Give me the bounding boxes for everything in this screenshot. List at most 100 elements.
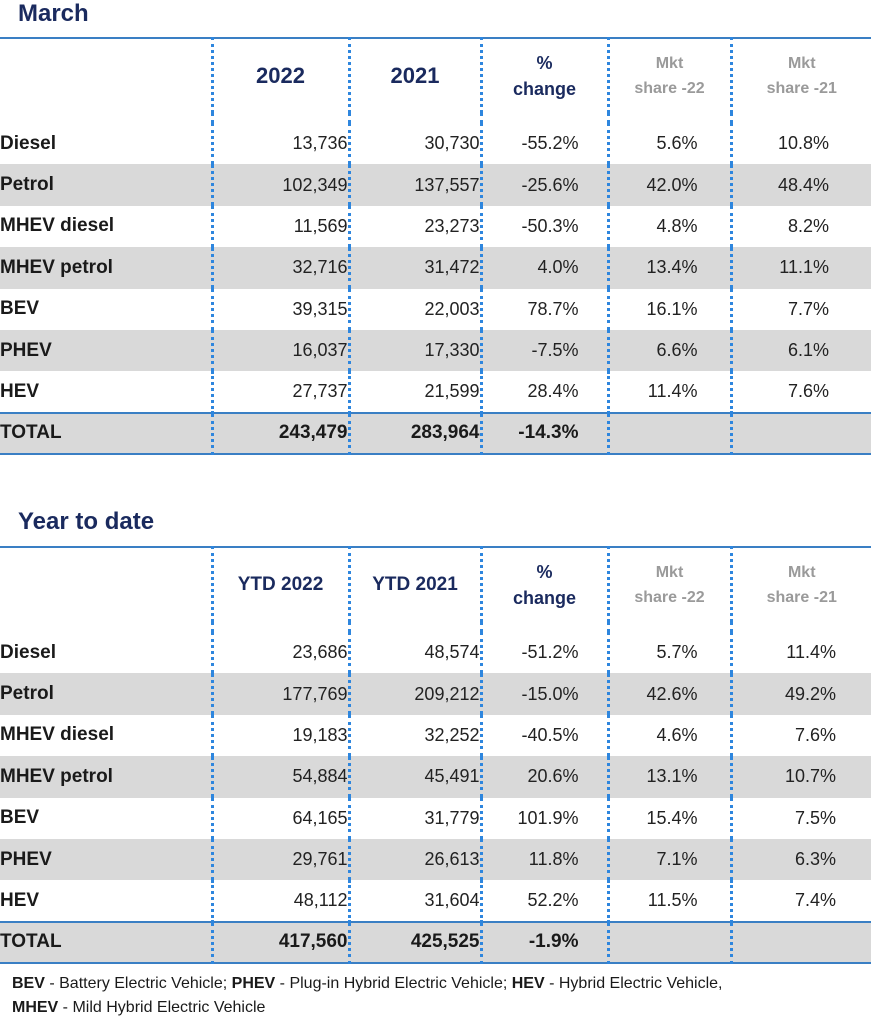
march-table: 2022 2021% change Mkt share -22 Mkt share -21 D… [0,37,871,455]
cell-mkt-share-22: 11.4% [606,371,731,413]
row-label: BEV [0,807,40,829]
spacer-cell [0,622,212,632]
cell-2022: 19,183 [210,714,349,757]
table-row: BEV 64,165 31,779 101.9% 15.4% 7.5% [0,797,871,839]
cell-2022: 32,716 [210,247,349,289]
cell-mkt-share-21: 7.7% [729,288,871,330]
header-pct-line2: change [512,588,577,608]
cell-pct-change: -51.2% [479,632,608,674]
total-mkt-share-22 [606,920,731,964]
cell-2021: 31,779 [347,797,481,839]
cell-mkt-share-21: 48.4% [729,164,871,206]
header-mkt21-line1: Mkt [787,564,816,581]
total-row: TOTAL 243,479 283,964 -14.3% [0,411,871,455]
cell-2022: 11,569 [210,205,349,248]
ytd-table: YTD 2022 YTD 2021% change Mkt share -22 Mkt sh… [0,546,871,964]
cell-mkt-share-22: 13.4% [606,247,731,289]
footnote-phev-def: - Plug-in Hybrid Electric Vehicle; [275,975,512,992]
cell-pct-change: 101.9% [479,797,608,839]
cell-mkt-share-22: 15.4% [606,797,731,839]
row-label: MHEV diesel [0,215,115,237]
cell-mkt-share-21: 7.5% [729,797,871,839]
cell-mkt-share-21: 10.7% [729,756,871,798]
cell-mkt-share-22: 4.8% [606,205,731,248]
cell-2022: 39,315 [210,288,349,330]
cell-2022: 16,037 [210,329,349,372]
cell-pct-change: -7.5% [479,329,608,372]
cell-pct-change: 52.2% [479,880,608,922]
header-mkt22-line1: Mkt [655,564,684,581]
total-2021: 425,525 [347,920,481,964]
footnote-mhev-def: - Mild Hybrid Electric Vehicle [58,999,266,1016]
cell-mkt-share-22: 4.6% [606,714,731,757]
cell-2021: 26,613 [347,838,481,881]
cell-mkt-share-22: 42.6% [606,673,731,715]
cell-mkt-share-22: 5.6% [606,123,731,165]
table-row: BEV 39,315 22,003 78.7% 16.1% 7.7% [0,288,871,330]
cell-pct-change: 28.4% [479,371,608,413]
cell-2022: 48,112 [210,880,349,922]
header-pct-change: % change [479,37,608,113]
header-mkt21-line1: Mkt [787,55,816,72]
header-pct-line1: % [536,53,553,73]
header-year-2022: 2022 [210,37,349,113]
row-label: PHEV [0,329,212,372]
total-row: TOTAL 417,560 425,525 -1.9% [0,920,871,964]
header-mkt-share-21: Mkt share -21 [729,37,871,113]
cell-2021: 209,212 [347,673,481,715]
footnote-hev-abbr: HEV [511,975,545,992]
row-label: Diesel [0,132,56,154]
table-row: Petrol 102,349 137,557 -25.6% 42.0% 48.4% [0,164,871,206]
row-label: Diesel [0,641,56,663]
cell-mkt-share-22: 42.0% [606,164,731,206]
table-row: Diesel 13,736 30,730 -55.2% 5.6% 10.8% [0,123,871,165]
cell-2021: 31,604 [347,880,481,922]
spacer-cell [729,113,871,123]
spacer-cell [347,113,481,123]
cell-2022: 13,736 [210,123,349,165]
row-label: MHEV diesel [0,724,115,746]
spacer-cell [0,113,212,123]
header-year-2021: YTD 2021 [347,546,481,622]
cell-mkt-share-22: 6.6% [606,329,731,372]
cell-pct-change: -55.2% [479,123,608,165]
table-row: MHEV petrol 32,716 31,472 4.0% 13.4% 11.1% [0,247,871,289]
table-row: PHEV 16,037 17,330 -7.5% 6.6% 6.1% [0,329,871,372]
header-mkt-share-22: Mkt share -22 [606,546,731,622]
cell-2022: 27,737 [210,371,349,413]
total-pct-change: -1.9% [479,920,608,964]
cell-pct-change: 78.7% [479,288,608,330]
row-label: BEV [0,298,40,320]
cell-mkt-share-21: 8.2% [729,205,871,248]
cell-2021: 30,730 [347,123,481,165]
header-pct-line1: % [536,562,553,582]
header-pct-line2: change [512,79,577,99]
cell-mkt-share-22: 11.5% [606,880,731,922]
header-row: YTD 2022 YTD 2021% change Mkt share -22 Mkt sh… [0,546,871,622]
total-mkt-share-22 [606,411,731,455]
cell-mkt-share-21: 6.1% [729,329,871,372]
header-mkt-share-22: Mkt share -22 [606,37,731,113]
footnote-bev-abbr: BEV [12,975,45,992]
total-label: TOTAL [0,411,212,455]
table-row: Petrol 177,769 209,212 -15.0% 42.6% 49.2% [0,673,871,715]
row-label: MHEV petrol [0,247,212,289]
cell-2021: 45,491 [347,756,481,798]
cell-2021: 137,557 [347,164,481,206]
cell-2021: 21,599 [347,371,481,413]
header-mkt22-line2: share -22 [634,589,705,606]
spacer-row [0,622,871,632]
total-2022: 417,560 [210,920,349,964]
header-year-2021: 2021 [347,37,481,113]
header-mkt-share-21: Mkt share -21 [729,546,871,622]
header-mkt21-line2: share -21 [766,80,837,97]
header-year-2022: YTD 2022 [210,546,349,622]
row-label: HEV [0,889,40,911]
header-mkt22-line2: share -22 [634,80,705,97]
cell-mkt-share-22: 7.1% [606,838,731,881]
total-label: TOTAL [0,920,212,964]
row-label: HEV [0,380,40,402]
spacer-cell [606,113,731,123]
spacer-cell [347,622,481,632]
cell-mkt-share-21: 6.3% [729,838,871,881]
